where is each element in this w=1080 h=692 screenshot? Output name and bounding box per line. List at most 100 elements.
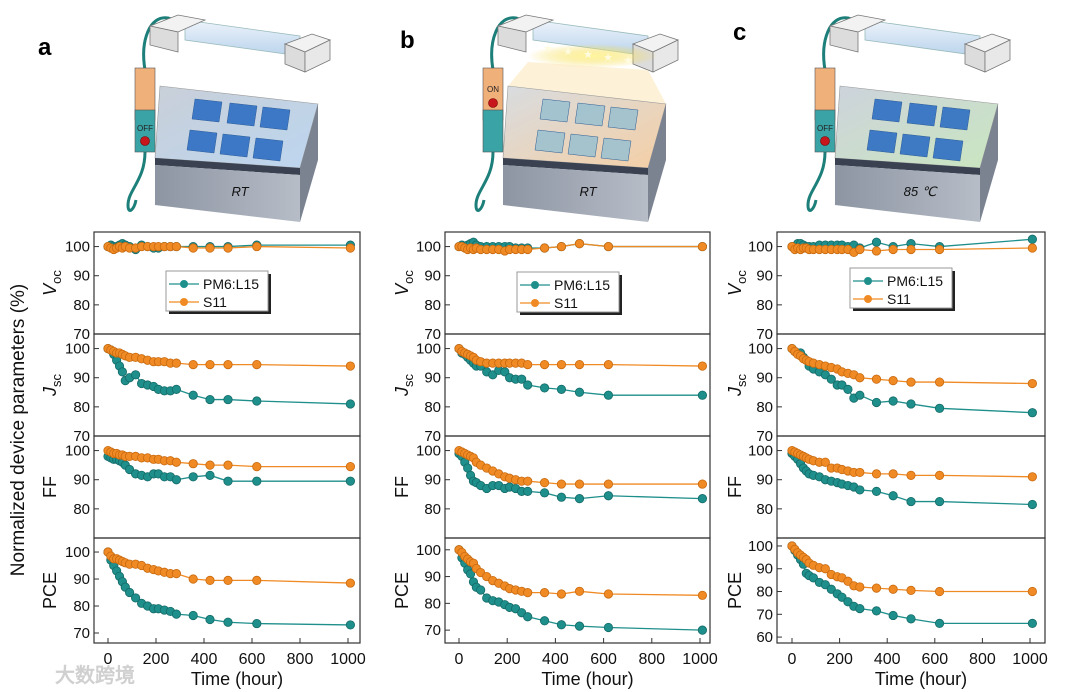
cord: [126, 151, 147, 212]
x-tick-label: 0: [104, 651, 113, 668]
x-tick-label: 600: [590, 651, 617, 668]
data-point: [345, 399, 355, 409]
data-point: [539, 478, 550, 488]
indicator-light-icon: [488, 98, 498, 108]
y-tick-label: 80: [424, 399, 441, 416]
device-pixel: [932, 137, 964, 162]
led-star-icon: ★: [563, 46, 573, 58]
switch-state-label: OFF: [137, 124, 153, 133]
data-point: [171, 457, 181, 467]
panel-label: b: [400, 27, 415, 54]
lamp-end-cap: [304, 39, 331, 73]
y-tick-label: 100: [748, 538, 773, 555]
subplot-ff: 80 90 100 FF: [40, 435, 361, 539]
x-tick-label: 200: [826, 651, 853, 668]
light-beam: [508, 62, 666, 104]
data-point: [345, 578, 355, 588]
subplot-label-main: J: [725, 386, 745, 397]
data-point: [855, 244, 865, 255]
data-point: [888, 469, 898, 479]
x-tick-label: 200: [494, 651, 521, 668]
data-point: [934, 470, 945, 480]
data-point: [934, 496, 945, 507]
subplot-label-subscript: sc: [49, 374, 64, 388]
data-point: [855, 604, 865, 614]
data-point: [556, 589, 567, 599]
switch-body: [814, 109, 836, 153]
y-tick-label: 90: [73, 472, 90, 489]
substrate-edge: [835, 158, 980, 175]
data-point: [888, 376, 898, 386]
data-point: [252, 476, 262, 486]
legend-label: S11: [887, 291, 911, 307]
lamp-end-cap: [984, 39, 1011, 73]
data-point: [345, 361, 355, 371]
y-tick-label: 100: [748, 239, 773, 256]
data-point: [205, 359, 215, 370]
subplot-label: PCE: [40, 572, 60, 609]
data-point: [188, 459, 198, 469]
data-point: [603, 359, 614, 370]
led-star-icon: ★: [583, 49, 593, 61]
y-tick-label: 80: [756, 584, 773, 601]
legend-label: PM6:L15: [203, 276, 259, 292]
subplot-label-subscript: sc: [734, 374, 749, 388]
data-point: [603, 589, 614, 599]
data-point: [1027, 408, 1037, 418]
device-pixel: [219, 133, 251, 158]
plot-frame: [93, 435, 361, 539]
data-point: [906, 496, 916, 507]
subplot-label: FF: [725, 476, 745, 498]
subplot-label-subscript: oc: [49, 270, 64, 284]
device-pixel: [191, 98, 223, 123]
subplot-label-subscript: oc: [734, 270, 749, 284]
y-tick-label: 100: [65, 443, 90, 460]
data-point: [1027, 378, 1037, 389]
data-point: [906, 614, 916, 624]
subplot-label: PCE: [392, 572, 412, 609]
device-pixel: [567, 133, 599, 158]
subplot-label-main: FF: [40, 476, 60, 498]
y-tick-label: 80: [756, 399, 773, 416]
x-tick-label: 0: [788, 651, 797, 668]
x-tick-label: 800: [287, 651, 314, 668]
y-tick-label: 70: [424, 622, 441, 639]
data-point: [252, 461, 262, 472]
plot-frame: [444, 333, 711, 437]
data-point: [820, 457, 830, 467]
data-point: [252, 396, 262, 406]
data-point: [205, 394, 215, 405]
cord: [490, 16, 529, 71]
legend: PM6:L15 S11: [849, 267, 955, 311]
data-point: [188, 610, 198, 621]
x-tick-label: 1000: [1012, 651, 1048, 668]
device-pixel: [186, 129, 218, 154]
data-point: [556, 620, 567, 630]
data-point: [1027, 472, 1037, 482]
switch-body: [134, 109, 156, 153]
data-point: [539, 588, 550, 598]
data-point: [574, 387, 585, 397]
plot-frame: [776, 435, 1046, 539]
legend-marker: [180, 280, 188, 288]
data-point: [223, 617, 233, 627]
data-point: [826, 374, 836, 384]
subplot-label-main: FF: [725, 476, 745, 498]
device-pixel: [539, 98, 571, 123]
data-point: [697, 479, 708, 489]
x-tick-label: 400: [542, 651, 569, 668]
data-point: [934, 403, 945, 413]
data-point: [871, 397, 882, 408]
x-tick-label: 200: [143, 651, 170, 668]
data-point: [523, 486, 533, 496]
y-tick-label: 100: [748, 341, 773, 358]
y-tick-label: 80: [73, 501, 90, 518]
data-point: [574, 586, 585, 596]
data-point: [1027, 499, 1037, 510]
y-tick-label: 90: [756, 370, 773, 387]
data-point: [1027, 618, 1037, 629]
subplot-label-subscript: oc: [401, 270, 416, 284]
